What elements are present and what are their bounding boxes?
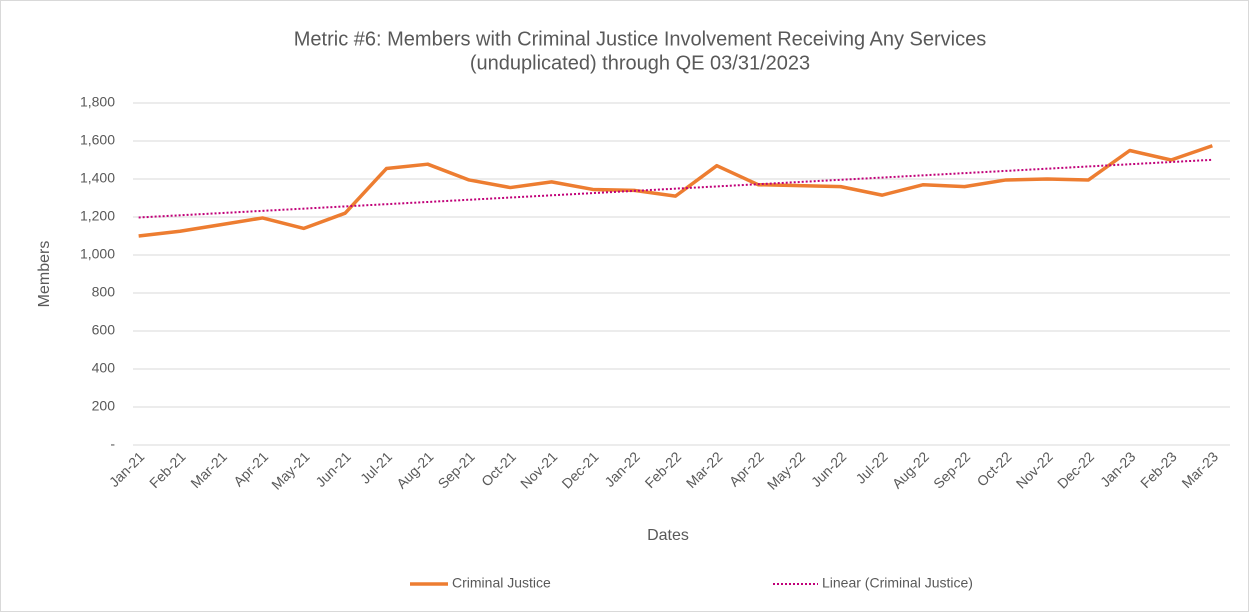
y-tick-label: 1,000 (80, 246, 115, 262)
y-tick-label: 400 (92, 360, 116, 376)
y-tick-label: 1,800 (80, 94, 115, 110)
x-axis-title: Dates (647, 527, 689, 544)
y-tick-label: 200 (92, 398, 116, 414)
y-tick-label: 600 (92, 322, 116, 338)
y-tick-label: 1,600 (80, 132, 115, 148)
y-tick-label: - (110, 436, 115, 452)
data-line (138, 144, 1213, 238)
chart-title: Metric #6: Members with Criminal Justice… (294, 28, 986, 50)
y-tick-label: 1,400 (80, 170, 115, 186)
y-tick-label: 800 (92, 284, 116, 300)
trend-line (138, 158, 1213, 219)
chart-title: (unduplicated) through QE 03/31/2023 (470, 52, 810, 74)
legend-label: Linear (Criminal Justice) (822, 575, 973, 591)
y-axis-title: Members (36, 241, 53, 308)
y-tick-label: 1,200 (80, 208, 115, 224)
legend-label: Criminal Justice (452, 575, 551, 591)
